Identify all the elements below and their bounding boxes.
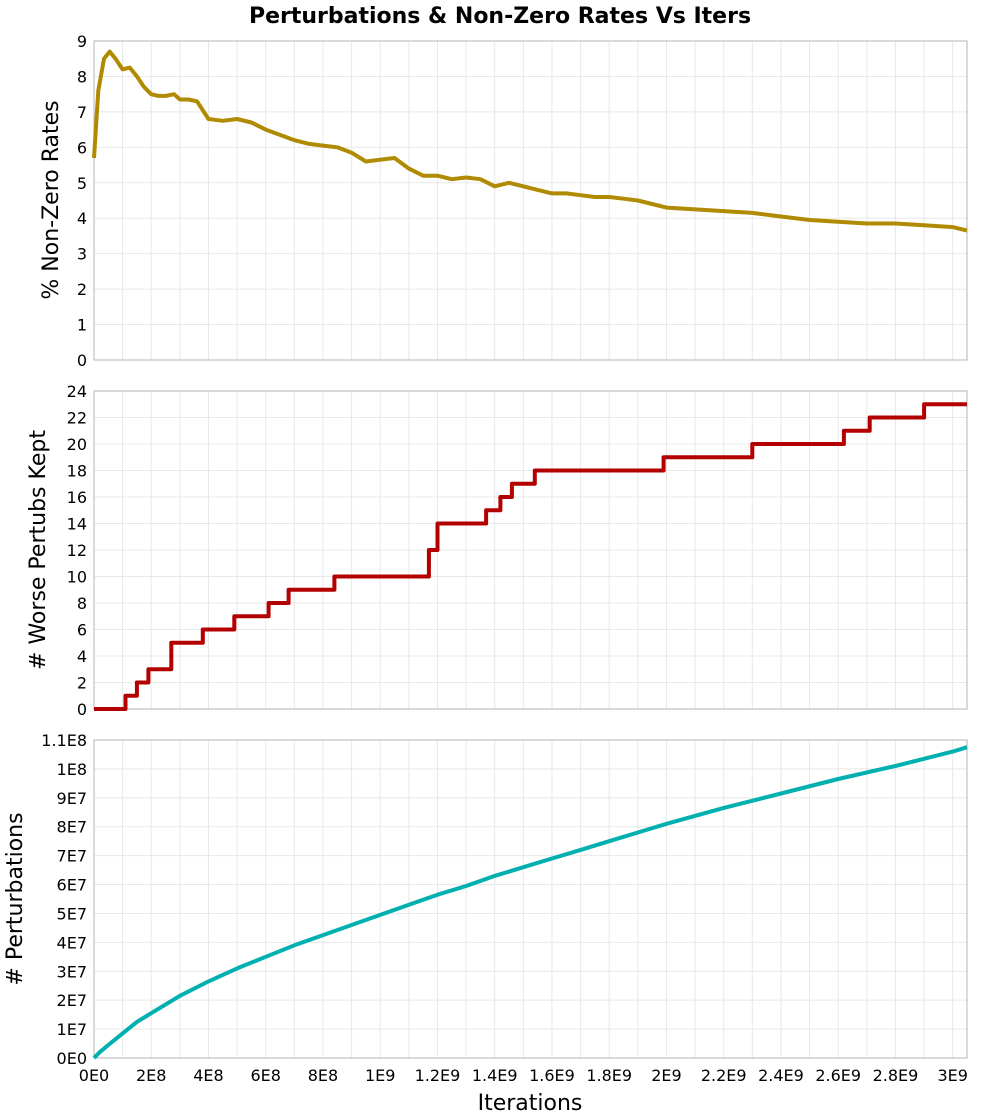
y-tick-label: 9 (77, 32, 87, 51)
y-tick-label: 20 (67, 435, 87, 454)
x-tick-label: 2.2E9 (701, 1066, 747, 1085)
x-tick-label: 0E0 (79, 1066, 109, 1085)
x-tick-label: 8E8 (308, 1066, 338, 1085)
y-tick-label: 12 (67, 541, 87, 560)
x-tick-label: 1.4E9 (472, 1066, 518, 1085)
y-tick-label: 8 (77, 67, 87, 86)
y-tick-label: 1 (77, 316, 87, 335)
series-line (92, 745, 968, 1060)
y-tick-label: 6 (77, 138, 87, 157)
x-tick-label: 1.8E9 (586, 1066, 632, 1085)
y-tick-label: 6 (77, 621, 87, 640)
y-tick-label: 8 (77, 594, 87, 613)
y-axis-label: % Non-Zero Rates (39, 100, 64, 299)
y-tick-label: 1.1E8 (41, 731, 87, 750)
plot-frame (93, 390, 968, 710)
y-tick-label: 0 (77, 351, 87, 370)
y-tick-label: 4E7 (57, 933, 87, 952)
x-tick-label: 4E8 (193, 1066, 223, 1085)
y-tick-label: 9E7 (57, 789, 87, 808)
y-tick-label: 1E7 (57, 1020, 87, 1039)
panel-1: 0 1 2 3 4 5 6 7 8 9 % Non-Zero Rates (39, 32, 968, 370)
y-tick-label: 0 (77, 700, 87, 719)
y-tick-label: 10 (67, 568, 87, 587)
x-tick-label: 2E8 (136, 1066, 166, 1085)
x-tick-label: 2.6E9 (815, 1066, 861, 1085)
y-tick-label: 2 (77, 674, 87, 693)
panel-3: 0E0 1E7 2E7 3E7 4E7 5E7 6E7 7E7 8E7 9E7 1E8 1.1E8 # … (3, 731, 968, 1085)
y-tick-label: 14 (67, 515, 87, 534)
y-tick-label: 2E7 (57, 991, 87, 1010)
y-tick-label: 4 (77, 209, 87, 228)
x-tick-label: 1.2E9 (415, 1066, 461, 1085)
y-tick-label: 3E7 (57, 962, 87, 981)
y-tick-label: 18 (67, 462, 87, 481)
x-tick-label: 2.8E9 (873, 1066, 919, 1085)
y-tick-label: 22 (67, 409, 87, 428)
plot-frame (93, 40, 968, 361)
series-line (94, 402, 967, 711)
x-tick-label: 2.4E9 (758, 1066, 804, 1085)
y-tick-label: 16 (67, 488, 87, 507)
y-tick-label: 3 (77, 245, 87, 264)
x-tick-label: 1.6E9 (529, 1066, 575, 1085)
y-tick-label: 5 (77, 174, 87, 193)
y-tick-label: 0E0 (57, 1049, 87, 1068)
y-tick-label: 4 (77, 647, 87, 666)
x-tick-label: 2E9 (651, 1066, 681, 1085)
y-tick-label: 1E8 (57, 760, 87, 779)
plot-frame (93, 739, 968, 1059)
y-axis-label: # Worse Pertubs Kept (26, 430, 51, 670)
x-tick-label: 6E8 (251, 1066, 281, 1085)
y-tick-label: 7 (77, 103, 87, 122)
y-tick-label: 7E7 (57, 847, 87, 866)
x-axis-label: Iterations (478, 1091, 583, 1116)
y-tick-label: 2 (77, 280, 87, 299)
y-axis-label: # Perturbations (3, 812, 28, 985)
y-tick-label: 6E7 (57, 876, 87, 895)
x-tick-label: 3E9 (937, 1066, 967, 1085)
chart-title: Perturbations & Non-Zero Rates Vs Iters (249, 4, 751, 29)
y-tick-label: 24 (67, 382, 87, 401)
y-tick-label: 8E7 (57, 818, 87, 837)
x-tick-label: 1E9 (365, 1066, 395, 1085)
y-tick-label: 5E7 (57, 904, 87, 923)
series-line (92, 49, 968, 233)
